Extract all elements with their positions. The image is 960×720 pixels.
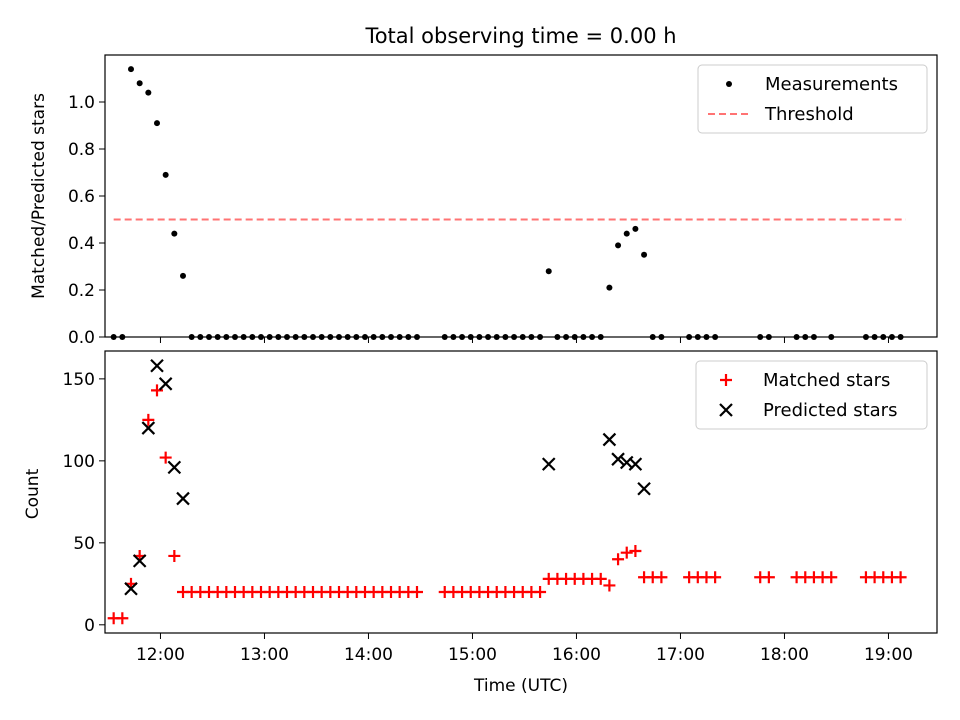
measurement-point [145, 89, 152, 96]
matched-stars-point [825, 571, 838, 584]
legend-predicted-label: Predicted stars [763, 400, 897, 421]
predicted-stars-point [541, 457, 556, 471]
top-legend: Measurements Threshold [697, 64, 928, 134]
legend-measurements-label: Measurements [765, 74, 898, 95]
predicted-stars-point [124, 581, 138, 596]
legend-measurements-marker [726, 81, 732, 87]
legend-matched-marker [720, 374, 732, 386]
measurement-point [615, 242, 622, 249]
x-tick-label: 18:00 [760, 645, 809, 665]
bottom-data-layer [107, 358, 907, 625]
predicted-stars-point [167, 460, 182, 475]
x-tick-label: 17:00 [656, 645, 705, 665]
x-tick-label: 12:00 [136, 645, 185, 665]
x-tick-label: 14:00 [344, 645, 393, 665]
predicted-stars-point [611, 452, 625, 466]
measurement-point [641, 251, 648, 258]
measurement-point [606, 284, 613, 291]
x-axis-label: Time (UTC) [473, 676, 568, 696]
y-tick-label: 50 [73, 534, 95, 554]
measurement-point [154, 120, 160, 127]
y-tick-label: 0.0 [68, 328, 95, 348]
x-tick-label: 19:00 [864, 645, 913, 665]
bottom-legend-box [695, 360, 928, 430]
y-tick-label: 100 [63, 452, 95, 472]
y-tick-label: 0.6 [68, 187, 95, 207]
matched-stars-point [709, 571, 722, 584]
predicted-stars-point [158, 377, 173, 391]
top-y-axis-label: Matched/Predicted stars [29, 93, 49, 299]
matched-stars-point [151, 384, 163, 397]
predicted-stars-point [602, 432, 617, 447]
matched-stars-point [168, 549, 181, 562]
bottom-y-axis: 0 50 100 150 [63, 370, 105, 636]
matched-stars-point [116, 612, 129, 625]
legend-matched-label: Matched stars [763, 370, 890, 391]
measurement-point [632, 225, 639, 232]
matched-stars-point [159, 451, 172, 464]
matched-stars-point [142, 413, 155, 426]
predicted-stars-point [132, 554, 147, 568]
predicted-stars-point [628, 457, 643, 471]
measurement-point [128, 66, 134, 73]
predicted-stars-point [637, 481, 651, 496]
y-tick-label: 0.2 [68, 281, 95, 301]
bottom-legend: Matched stars Predicted stars [695, 360, 928, 430]
matched-stars-point [411, 586, 423, 599]
matched-stars-point [612, 553, 625, 566]
predicted-stars-point [150, 358, 164, 373]
measurement-point [162, 171, 169, 178]
measurement-point [136, 80, 143, 87]
measurement-point [623, 230, 630, 237]
measurement-point [545, 268, 552, 275]
y-tick-label: 0 [84, 616, 95, 636]
bottom-axes-frame [104, 350, 938, 634]
legend-predicted-marker [719, 403, 733, 417]
y-tick-label: 150 [63, 370, 95, 390]
matched-stars-point [894, 571, 907, 584]
top-panel: 0.0 0.2 0.4 0.6 0.8 1.0 Matched/Predicted sta… [29, 54, 938, 348]
top-x-axis [159, 337, 889, 343]
legend-threshold-label: Threshold [764, 104, 854, 125]
measurement-point [171, 230, 178, 237]
bottom-y-axis-label: Count [23, 468, 43, 519]
x-tick-label: 13:00 [240, 645, 289, 665]
top-legend-box [697, 64, 928, 134]
top-y-axis: 0.0 0.2 0.4 0.6 0.8 1.0 [68, 93, 105, 348]
x-tick-label: 16:00 [552, 645, 601, 665]
matched-stars-point [762, 571, 775, 584]
y-tick-label: 1.0 [68, 93, 95, 113]
y-tick-label: 0.8 [68, 140, 95, 160]
x-tick-label: 15:00 [448, 645, 497, 665]
predicted-stars-point [141, 421, 156, 435]
matched-stars-point [594, 572, 607, 585]
matched-stars-point [534, 586, 547, 599]
bottom-x-axis: 12:00 13:00 14:00 15:00 16:00 17:00 18:00 19:00 [136, 633, 913, 665]
matched-stars-point [655, 571, 668, 584]
matched-stars-point [629, 545, 642, 558]
bottom-panel: 0 50 100 150 12:00 13:00 14:00 15:00 16:00 17:00… [23, 350, 938, 696]
matched-stars-point [603, 579, 616, 592]
matched-stars-point [620, 546, 633, 559]
y-tick-label: 0.4 [68, 234, 95, 254]
measurement-point [180, 272, 186, 279]
chart-title: Total observing time = 0.00 h [364, 24, 676, 48]
predicted-stars-point [176, 491, 190, 506]
